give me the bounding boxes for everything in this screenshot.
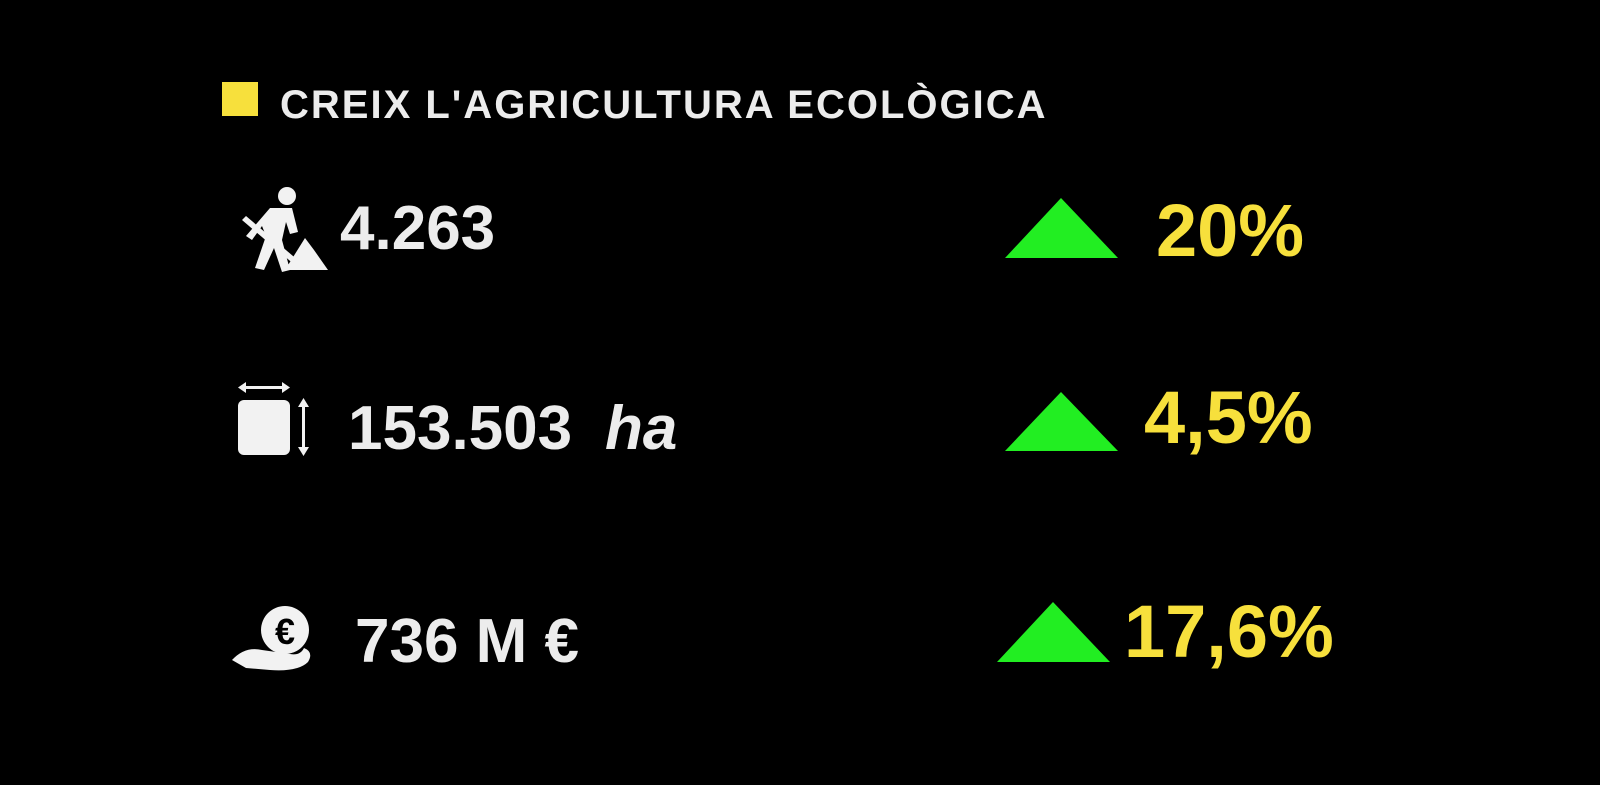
up-arrow (1005, 392, 1118, 451)
up-arrow (997, 602, 1110, 662)
row-value: 4.263 (340, 194, 495, 263)
svg-text:€: € (275, 611, 295, 652)
title-marker (222, 82, 258, 116)
row-unit: ha (605, 394, 677, 463)
up-arrow (1005, 198, 1118, 258)
row-change: 20% (1156, 189, 1304, 272)
row-value: 153.503 (348, 394, 572, 463)
area-icon (238, 382, 309, 456)
row-change: 17,6% (1124, 590, 1334, 673)
row-value: 736 M € (355, 607, 579, 676)
money-icon: € (232, 606, 311, 671)
title: CREIX L'AGRICULTURA ECOLÒGICA (280, 81, 1048, 127)
row-change: 4,5% (1144, 376, 1313, 459)
farmer-icon (242, 187, 328, 272)
